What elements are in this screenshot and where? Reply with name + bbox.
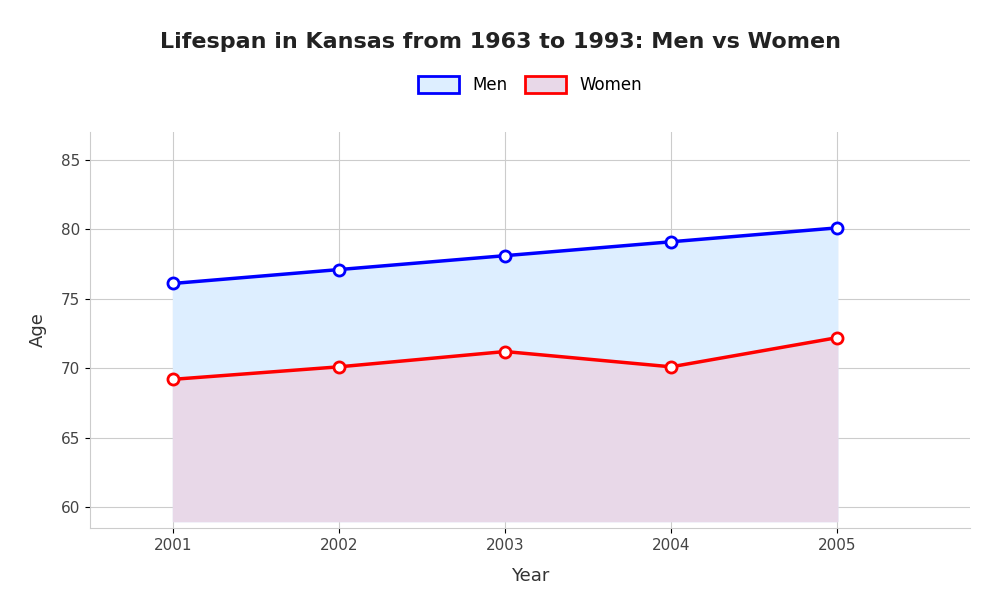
Legend: Men, Women: Men, Women [411, 69, 649, 101]
Text: Lifespan in Kansas from 1963 to 1993: Men vs Women: Lifespan in Kansas from 1963 to 1993: Me… [160, 32, 840, 52]
Y-axis label: Age: Age [29, 313, 47, 347]
X-axis label: Year: Year [511, 566, 549, 584]
